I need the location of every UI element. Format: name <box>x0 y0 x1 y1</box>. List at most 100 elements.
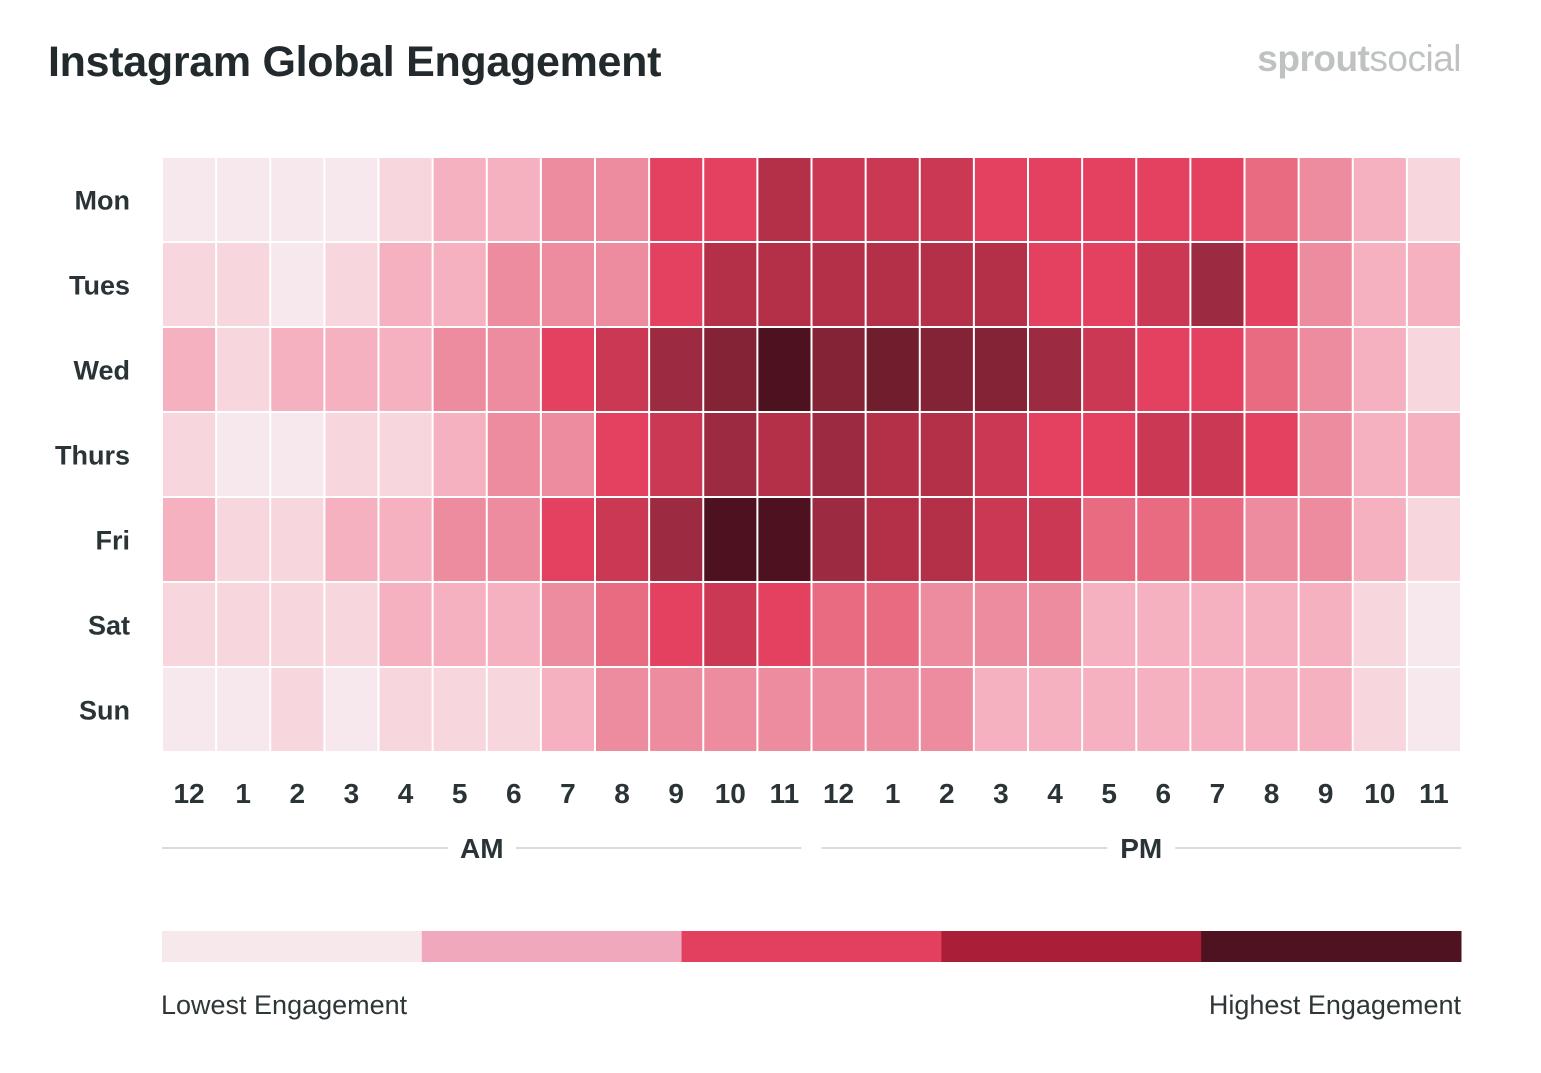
heatmap-cell-tues-0 <box>163 243 216 326</box>
heatmap-cell-sat-8 <box>596 583 649 666</box>
heatmap-cell-sat-18 <box>1137 583 1190 666</box>
heatmap-cell-wed-7 <box>541 328 595 411</box>
heatmap-cell-sun-3 <box>325 668 378 751</box>
heatmap-cell-sun-18 <box>1137 668 1190 751</box>
heatmap-cell-sat-3 <box>325 583 378 666</box>
heatmap-cell-thurs-12 <box>812 413 865 496</box>
heatmap-cell-tues-14 <box>920 243 973 326</box>
heatmap-cell-sun-2 <box>271 668 324 751</box>
heatmap-cell-thurs-20 <box>1245 413 1298 496</box>
heatmap-cell-sat-22 <box>1353 583 1406 666</box>
brand-logo-light: social <box>1369 38 1461 79</box>
heatmap-cell-mon-14 <box>920 158 973 241</box>
heatmap-cell-mon-17 <box>1083 158 1136 241</box>
heatmap-cell-sun-23 <box>1407 668 1461 751</box>
heatmap-cell-fri-1 <box>217 498 270 581</box>
heatmap-cell-mon-22 <box>1353 158 1406 241</box>
heatmap-cell-tues-17 <box>1083 243 1136 326</box>
row-label-sat: Sat <box>88 611 130 641</box>
heatmap-cell-thurs-17 <box>1083 413 1136 496</box>
heatmap-cell-sun-20 <box>1245 668 1298 751</box>
heatmap-cell-sun-21 <box>1299 668 1352 751</box>
group-label-pm: PM <box>1120 833 1162 864</box>
column-label-3: 3 <box>344 778 360 809</box>
row-label-tues: Tues <box>69 271 130 301</box>
heatmap-cell-thurs-0 <box>163 413 216 496</box>
heatmap-cell-fri-4 <box>379 498 432 581</box>
brand-logo-bold: sprout <box>1257 38 1370 79</box>
heatmap-cell-sat-6 <box>487 583 540 666</box>
heatmap-cell-sat-5 <box>433 583 486 666</box>
heatmap-cell-sat-11 <box>758 583 811 666</box>
heatmap-cell-thurs-1 <box>217 413 270 496</box>
heatmap-cell-mon-10 <box>704 158 757 241</box>
heatmap-cell-mon-9 <box>650 158 703 241</box>
heatmap-cell-wed-16 <box>1029 328 1082 411</box>
row-label-wed: Wed <box>73 356 130 386</box>
heatmap-cell-fri-8 <box>596 498 649 581</box>
heatmap-cell-tues-5 <box>433 243 486 326</box>
heatmap-cell-thurs-3 <box>325 413 378 496</box>
column-label-10: 10 <box>715 778 746 809</box>
heatmap-cell-tues-8 <box>596 243 649 326</box>
heatmap-cell-sat-17 <box>1083 583 1136 666</box>
heatmap-cell-wed-8 <box>596 328 649 411</box>
heatmap-cell-mon-20 <box>1245 158 1298 241</box>
heatmap-cell-sun-1 <box>217 668 270 751</box>
heatmap-cell-sat-7 <box>541 583 595 666</box>
heatmap-cell-fri-20 <box>1245 498 1298 581</box>
heatmap-cell-thurs-10 <box>704 413 757 496</box>
row-label-sun: Sun <box>79 696 130 726</box>
heatmap-cell-fri-2 <box>271 498 324 581</box>
heatmap-cell-wed-17 <box>1083 328 1136 411</box>
heatmap-cell-fri-6 <box>487 498 540 581</box>
heatmap-cell-sat-12 <box>812 583 865 666</box>
heatmap-cell-sun-6 <box>487 668 540 751</box>
heatmap-cell-sun-19 <box>1191 668 1244 751</box>
column-label-2: 2 <box>290 778 306 809</box>
heatmap-cell-wed-11 <box>758 328 811 411</box>
row-label-mon: Mon <box>75 186 130 216</box>
legend-swatch-3 <box>941 931 1202 962</box>
heatmap-cell-tues-20 <box>1245 243 1298 326</box>
heatmap-cell-sat-0 <box>163 583 216 666</box>
heatmap-cell-wed-0 <box>163 328 216 411</box>
heatmap-cell-sat-23 <box>1407 583 1461 666</box>
heatmap-cell-fri-23 <box>1407 498 1461 581</box>
heatmap-cell-fri-21 <box>1299 498 1352 581</box>
heatmap-cell-mon-0 <box>163 158 216 241</box>
column-label-16: 4 <box>1047 778 1063 809</box>
heatmap-cell-tues-6 <box>487 243 540 326</box>
heatmap-cell-sun-11 <box>758 668 811 751</box>
heatmap-cell-thurs-8 <box>596 413 649 496</box>
heatmap-cell-sun-14 <box>920 668 973 751</box>
heatmap-cell-sat-4 <box>379 583 432 666</box>
heatmap-cell-sun-4 <box>379 668 432 751</box>
brand-logo: sproutsocial <box>1257 38 1461 80</box>
column-label-18: 6 <box>1156 778 1172 809</box>
heatmap-cell-thurs-19 <box>1191 413 1244 496</box>
chart-title: Instagram Global Engagement <box>48 38 662 86</box>
heatmap-cell-fri-5 <box>433 498 486 581</box>
heatmap-cell-mon-5 <box>433 158 486 241</box>
heatmap-cell-wed-3 <box>325 328 378 411</box>
heatmap-cell-fri-15 <box>974 498 1028 581</box>
heatmap-cell-sat-9 <box>650 583 703 666</box>
heatmap-cell-tues-15 <box>974 243 1028 326</box>
heatmap-cell-tues-11 <box>758 243 811 326</box>
heatmap-cell-fri-14 <box>920 498 973 581</box>
heatmap-cell-wed-5 <box>433 328 486 411</box>
heatmap-cell-mon-21 <box>1299 158 1352 241</box>
heatmap-cell-tues-21 <box>1299 243 1352 326</box>
column-label-21: 9 <box>1318 778 1334 809</box>
heatmap-cell-sun-13 <box>866 668 919 751</box>
heatmap-cell-tues-4 <box>379 243 432 326</box>
heatmap-cell-wed-4 <box>379 328 432 411</box>
heatmap-cell-tues-9 <box>650 243 703 326</box>
heatmap-cell-sun-10 <box>704 668 757 751</box>
heatmap-cell-sat-19 <box>1191 583 1244 666</box>
heatmap-cell-mon-13 <box>866 158 919 241</box>
heatmap-cell-fri-9 <box>650 498 703 581</box>
heatmap-cell-fri-13 <box>866 498 919 581</box>
